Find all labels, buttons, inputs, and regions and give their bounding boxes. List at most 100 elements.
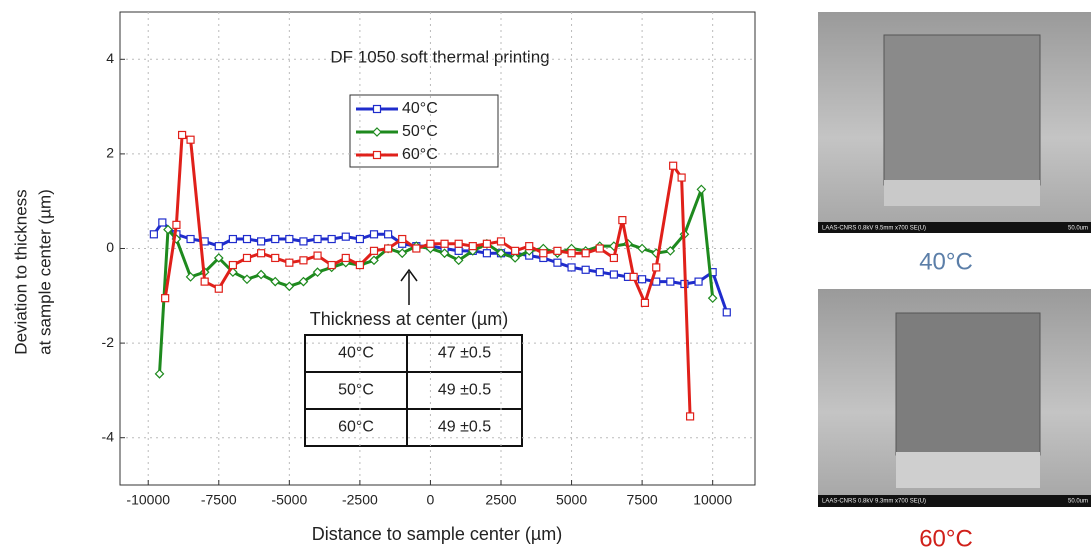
image-label: 40°C	[919, 248, 973, 275]
marker	[567, 249, 576, 258]
sem-image: LAAS-CNRS 0.8kV 9.5mm x700 SE(U) 50.0um	[818, 12, 1091, 233]
marker	[496, 248, 506, 259]
marker	[553, 246, 562, 255]
marker	[270, 276, 281, 287]
marker	[341, 253, 350, 263]
marker	[186, 234, 195, 244]
marker	[440, 239, 449, 248]
y-axis-label: Deviation to thickness at sample center …	[11, 189, 54, 355]
marker	[669, 161, 678, 170]
marker	[510, 253, 520, 263]
image-caption: LAAS-CNRS 0.8kV 9.3mm x700 SE(U)	[822, 499, 926, 505]
marker	[685, 412, 695, 421]
marker	[426, 239, 435, 248]
marker	[553, 258, 562, 267]
marker	[652, 263, 661, 272]
series	[161, 130, 695, 421]
marker	[453, 255, 464, 266]
x-tick-label: -5000	[271, 492, 307, 508]
marker	[228, 260, 237, 270]
legend-label: 60°C	[402, 146, 438, 163]
legend-marker	[372, 150, 382, 160]
marker	[200, 277, 209, 286]
table-title-bg	[288, 307, 528, 333]
marker	[369, 255, 379, 266]
x-tick-label: -2500	[342, 492, 378, 508]
marker	[341, 232, 350, 241]
marker	[299, 256, 308, 265]
marker	[609, 270, 618, 279]
y-tick-label: 4	[106, 50, 114, 66]
marker	[158, 218, 167, 227]
marker	[285, 234, 294, 244]
marker	[412, 244, 421, 253]
marker	[482, 239, 491, 248]
marker	[299, 237, 308, 246]
marker	[327, 260, 336, 270]
marker	[185, 272, 196, 282]
marker	[511, 246, 520, 255]
x-tick-label: -7500	[201, 492, 237, 508]
marker	[284, 281, 295, 292]
marker	[468, 242, 477, 251]
marker	[439, 248, 450, 259]
marker	[369, 246, 379, 255]
table-cell-text: 47 ±0.5	[438, 345, 491, 362]
arrow-head	[400, 268, 418, 282]
plot: -4 -2 0 2 4 -10000 -7500 -5000 -2500 0 2500 5000 750…	[102, 12, 755, 508]
table-cell	[406, 408, 523, 447]
marker	[271, 253, 280, 263]
marker	[313, 234, 322, 244]
image-wall	[896, 452, 1040, 488]
marker	[384, 244, 393, 253]
marker	[640, 298, 650, 307]
image-scale: 50.0um	[1068, 226, 1088, 232]
marker	[214, 242, 223, 251]
x-tick-label: 2500	[485, 492, 516, 508]
marker	[637, 243, 647, 254]
marker	[398, 234, 407, 244]
marker	[454, 246, 463, 255]
image-wall	[884, 180, 1040, 206]
marker	[257, 249, 266, 258]
marker	[177, 130, 187, 140]
marker	[595, 244, 604, 253]
y-tick-label: -4	[102, 428, 115, 444]
marker	[581, 265, 590, 274]
marker	[609, 253, 618, 263]
caption-bar	[818, 222, 1091, 233]
table-cell	[304, 408, 408, 447]
marker	[638, 275, 647, 284]
image-scale: 50.0um	[1068, 499, 1088, 505]
sem-image: LAAS-CNRS 0.8kV 9.3mm x700 SE(U) 50.0um	[818, 289, 1091, 507]
x-axis-label: Distance to sample center (µm)	[312, 524, 562, 544]
table-cell-text: 60°C	[338, 419, 374, 436]
x-tick-label: 0	[427, 492, 435, 508]
x-tick-label: 10000	[693, 492, 732, 508]
marker	[214, 284, 223, 293]
legend-label: 40°C	[402, 100, 438, 117]
table-title: Thickness at center (µm)	[310, 309, 508, 329]
marker	[539, 249, 548, 258]
legend-marker	[372, 104, 382, 114]
marker	[581, 249, 590, 258]
marker	[285, 258, 294, 267]
image-caption: LAAS-CNRS 0.8kV 9.5mm x700 SE(U)	[822, 226, 926, 232]
marker	[369, 230, 379, 239]
marker	[213, 253, 224, 263]
marker	[149, 230, 158, 239]
marker	[618, 216, 627, 225]
caption-bar	[818, 495, 1091, 507]
chart-title: DF 1050 soft thermal printing	[330, 47, 549, 66]
marker	[696, 184, 707, 195]
image-pillar	[895, 312, 1041, 456]
marker	[154, 368, 165, 379]
marker	[722, 308, 731, 317]
y-tick-label: 2	[106, 145, 114, 161]
marker	[242, 274, 252, 285]
x-tick-label: 7500	[627, 492, 658, 508]
marker	[525, 242, 534, 251]
marker	[454, 239, 463, 248]
marker	[384, 230, 393, 239]
